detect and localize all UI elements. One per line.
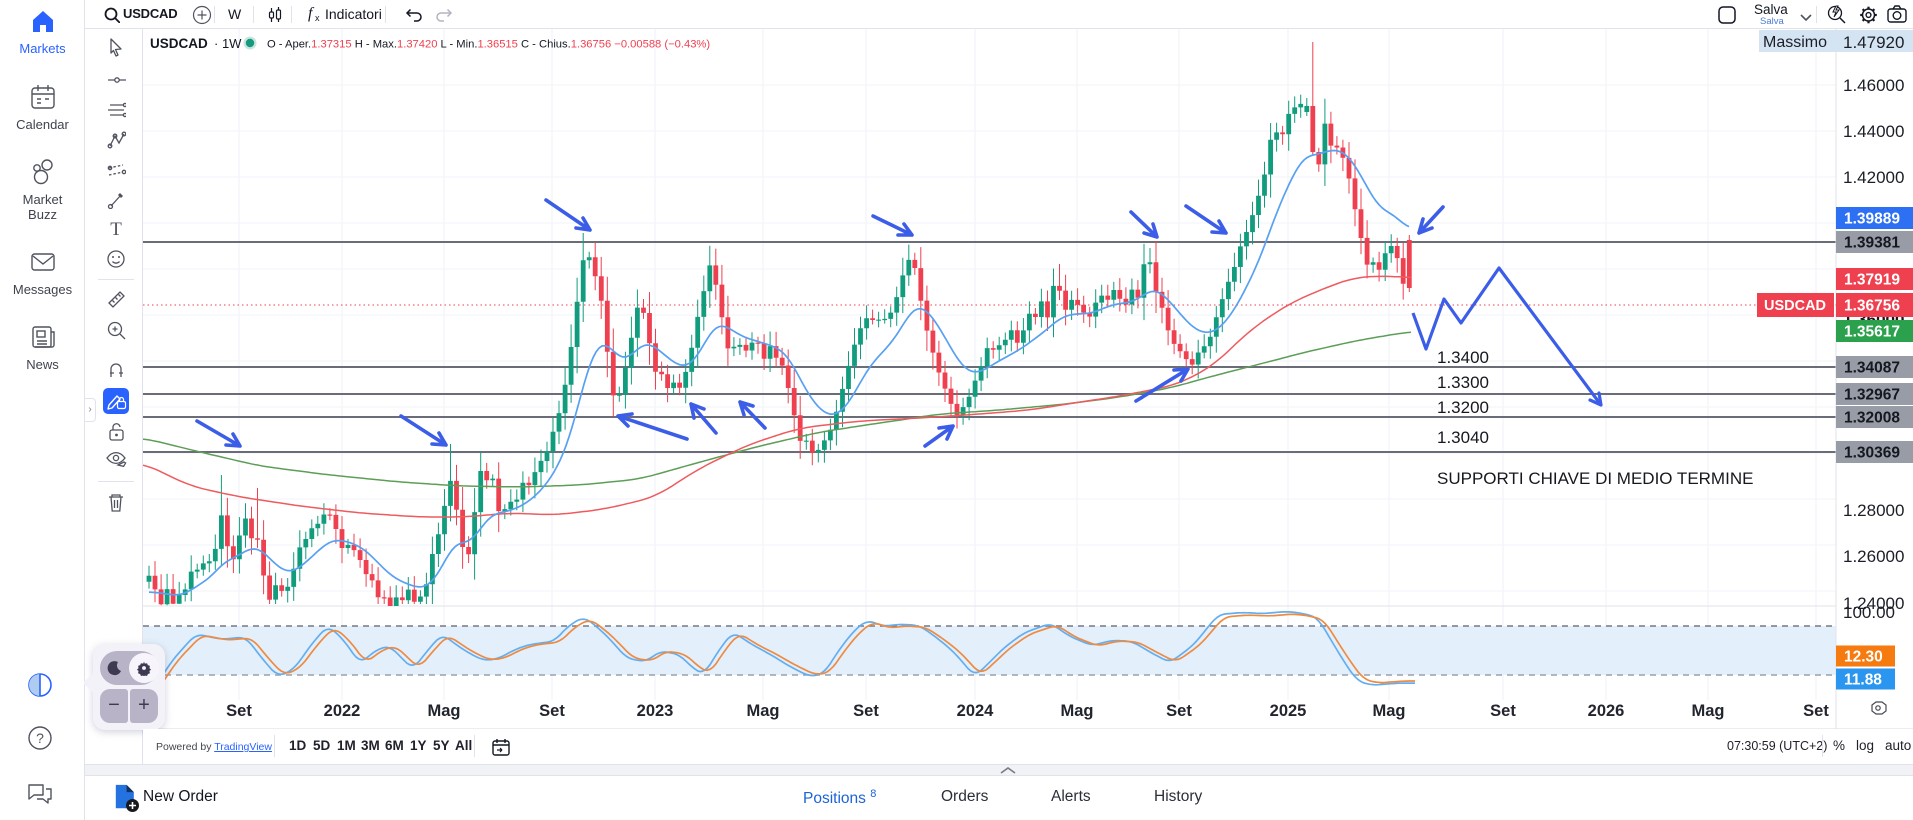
svg-text:?: ? <box>36 730 44 746</box>
svg-text:Set: Set <box>853 702 879 720</box>
svg-text:Set: Set <box>1166 702 1192 720</box>
svg-text:USDCAD: USDCAD <box>1764 298 1826 314</box>
svg-text:Massimo: Massimo <box>1763 34 1827 51</box>
svg-text:Set: Set <box>539 702 565 720</box>
svg-text:1.3040: 1.3040 <box>1437 428 1489 447</box>
svg-text:1.3200: 1.3200 <box>1437 398 1489 417</box>
svg-text:T: T <box>110 219 122 239</box>
svg-text:Set: Set <box>226 702 252 720</box>
svg-text:2025: 2025 <box>1270 702 1307 720</box>
svg-text:1.39889: 1.39889 <box>1844 211 1900 228</box>
svg-text:12.30: 12.30 <box>1844 649 1883 666</box>
svg-text:O - Aper.1.37315 H - Max.1.37: O - Aper.1.37315 H - Max.1.37420 L - Min… <box>267 39 710 51</box>
svg-text:1.24000: 1.24000 <box>1843 594 1904 613</box>
svg-text:2022: 2022 <box>324 702 361 720</box>
svg-text:Mag: Mag <box>1692 702 1725 720</box>
svg-text:1.30369: 1.30369 <box>1844 445 1900 462</box>
svg-text:1.34087: 1.34087 <box>1844 360 1900 377</box>
svg-text:Mag: Mag <box>1373 702 1406 720</box>
svg-text:Mag: Mag <box>747 702 780 720</box>
svg-text:1.32008: 1.32008 <box>1844 410 1900 427</box>
svg-text:11.88: 11.88 <box>1844 672 1882 689</box>
svg-text:1.37919: 1.37919 <box>1844 272 1900 289</box>
svg-text:1.32967: 1.32967 <box>1844 387 1900 404</box>
svg-text:Mag: Mag <box>1061 702 1094 720</box>
svg-text:1.47920: 1.47920 <box>1843 33 1904 52</box>
svg-text:USDCAD: USDCAD <box>150 36 208 51</box>
svg-text:2024: 2024 <box>957 702 995 720</box>
svg-text:x: x <box>315 13 320 23</box>
svg-text:1.39381: 1.39381 <box>1844 235 1900 252</box>
svg-text:1.26000: 1.26000 <box>1843 547 1904 566</box>
svg-text:2026: 2026 <box>1588 702 1625 720</box>
svg-text:1.36756: 1.36756 <box>1844 298 1900 315</box>
svg-text:1.3300: 1.3300 <box>1437 373 1489 392</box>
svg-text:· 1W: · 1W <box>214 36 242 51</box>
svg-text:1.46000: 1.46000 <box>1843 76 1904 95</box>
svg-text:1.35617: 1.35617 <box>1844 324 1900 341</box>
svg-text:1.44000: 1.44000 <box>1843 122 1904 141</box>
svg-text:1.28000: 1.28000 <box>1843 501 1904 520</box>
svg-text:2023: 2023 <box>637 702 674 720</box>
svg-text:Set: Set <box>1490 702 1516 720</box>
svg-text:1.3400: 1.3400 <box>1437 348 1489 367</box>
svg-text:1.42000: 1.42000 <box>1843 168 1904 187</box>
svg-text:f: f <box>308 5 315 22</box>
svg-text:SUPPORTI CHIAVE DI MEDIO TERMI: SUPPORTI CHIAVE DI MEDIO TERMINE <box>1437 469 1753 488</box>
svg-text:Mag: Mag <box>428 702 461 720</box>
svg-text:100.00: 100.00 <box>1843 603 1895 622</box>
svg-text:Set: Set <box>1803 702 1829 720</box>
